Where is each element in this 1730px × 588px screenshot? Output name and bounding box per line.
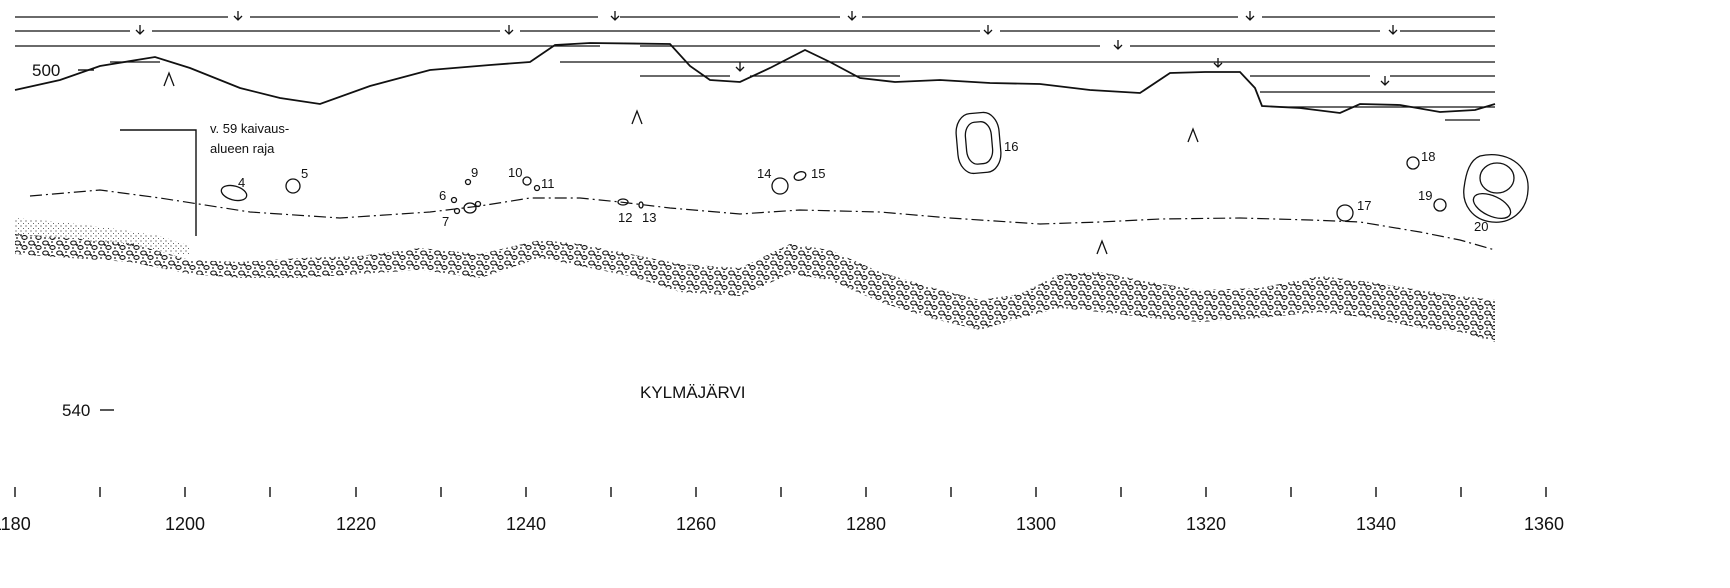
feature-label-20: 20 xyxy=(1474,219,1488,234)
x-tick-label: 1200 xyxy=(165,514,205,534)
x-tick-label: 1260 xyxy=(676,514,716,534)
feature-label-11: 11 xyxy=(541,176,555,191)
feature-label-18: 18 xyxy=(1421,149,1435,164)
elevation-label-500: 500 xyxy=(32,61,60,80)
feature-label-12: 12 xyxy=(618,210,632,225)
feature-label-14: 14 xyxy=(757,166,771,181)
slope-marker xyxy=(1187,127,1199,143)
sand-area xyxy=(15,218,190,256)
boundary-dashdot xyxy=(29,189,1496,251)
feature-5 xyxy=(285,178,301,194)
feature-label-10: 10 xyxy=(508,165,522,180)
feature-label-15: 15 xyxy=(811,166,825,181)
feature-label-19: 19 xyxy=(1418,188,1432,203)
x-tick-label: 1340 xyxy=(1356,514,1396,534)
feature-15 xyxy=(793,171,807,181)
slope-markers xyxy=(163,71,1199,255)
x-tick-label: 1240 xyxy=(506,514,546,534)
feature-10 xyxy=(522,176,532,186)
excavation-note-line1: v. 59 kaivaus- xyxy=(210,121,289,136)
feature-11 xyxy=(533,184,541,192)
feature-13 xyxy=(638,201,644,209)
feature-12 xyxy=(617,198,629,206)
feature-8 xyxy=(463,202,477,214)
slope-marker xyxy=(1096,239,1108,255)
feature-19 xyxy=(1433,198,1447,212)
feature-label-5: 5 xyxy=(301,166,308,181)
slope-marker xyxy=(163,71,175,87)
shoreline xyxy=(14,42,1496,114)
features xyxy=(220,111,1529,223)
water-hatching xyxy=(15,16,1495,121)
slope-marker xyxy=(631,109,643,125)
flow-arrows xyxy=(135,11,1398,86)
feature-18 xyxy=(1406,156,1420,170)
feature-label-4: 4 xyxy=(238,175,245,190)
excavation-boundary xyxy=(120,129,197,236)
elevation-label-540: 540 xyxy=(62,401,90,420)
feature-20 xyxy=(1463,154,1529,223)
x-axis-labels: 1180 1200 1220 1240 1260 1280 1300 1320 … xyxy=(0,514,1564,534)
x-axis xyxy=(14,487,1547,497)
feature-6 xyxy=(450,196,458,204)
feature-4 xyxy=(220,184,248,202)
x-tick-label: 1300 xyxy=(1016,514,1056,534)
x-tick-label: 1220 xyxy=(336,514,376,534)
feature-9 xyxy=(464,178,472,186)
feature-label-7: 7 xyxy=(442,214,449,229)
feature-label-6: 6 xyxy=(439,188,446,203)
feature-16 xyxy=(955,111,1002,175)
feature-17 xyxy=(1336,204,1354,222)
x-tick-label: 1320 xyxy=(1186,514,1226,534)
feature-8b xyxy=(474,200,482,208)
x-tick-label: 1180 xyxy=(0,514,31,534)
stone-belt xyxy=(15,234,1495,342)
lake-label: KYLMÄJÄRVI xyxy=(640,383,746,402)
excavation-note-line2: alueen raja xyxy=(210,141,275,156)
x-tick-label: 1280 xyxy=(846,514,886,534)
feature-label-9: 9 xyxy=(471,165,478,180)
feature-label-17: 17 xyxy=(1357,198,1371,213)
feature-7 xyxy=(453,207,461,215)
x-tick-label: 1360 xyxy=(1524,514,1564,534)
feature-label-13: 13 xyxy=(642,210,656,225)
feature-label-16: 16 xyxy=(1004,139,1018,154)
feature-14 xyxy=(771,177,789,195)
